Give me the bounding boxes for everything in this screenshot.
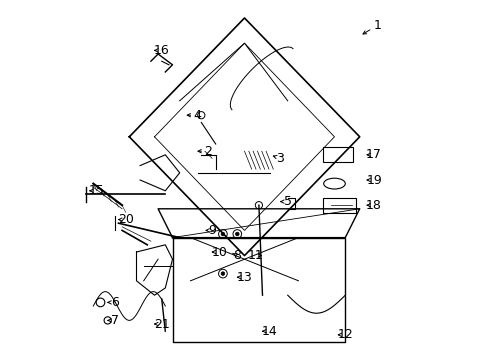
Text: 2: 2 (204, 145, 212, 158)
Text: 19: 19 (366, 174, 381, 186)
Text: 11: 11 (247, 249, 263, 262)
Text: 1: 1 (373, 19, 381, 32)
FancyBboxPatch shape (323, 147, 352, 162)
Text: 3: 3 (276, 152, 284, 165)
Text: 15: 15 (89, 184, 104, 197)
Text: 12: 12 (337, 328, 352, 341)
Text: 16: 16 (154, 44, 169, 57)
Text: 20: 20 (118, 213, 133, 226)
FancyBboxPatch shape (323, 198, 356, 213)
Text: 13: 13 (236, 271, 252, 284)
Text: 7: 7 (111, 314, 119, 327)
Text: 6: 6 (111, 296, 119, 309)
Text: 9: 9 (208, 224, 216, 237)
Text: 8: 8 (233, 249, 241, 262)
Text: 21: 21 (154, 318, 169, 330)
Circle shape (235, 232, 239, 236)
Ellipse shape (323, 178, 345, 189)
Circle shape (221, 272, 224, 275)
Text: 17: 17 (366, 148, 381, 161)
Text: 18: 18 (366, 199, 381, 212)
Text: 4: 4 (193, 109, 201, 122)
Text: 14: 14 (261, 325, 277, 338)
Circle shape (221, 232, 224, 236)
Text: 10: 10 (211, 246, 227, 258)
Text: 5: 5 (283, 195, 291, 208)
